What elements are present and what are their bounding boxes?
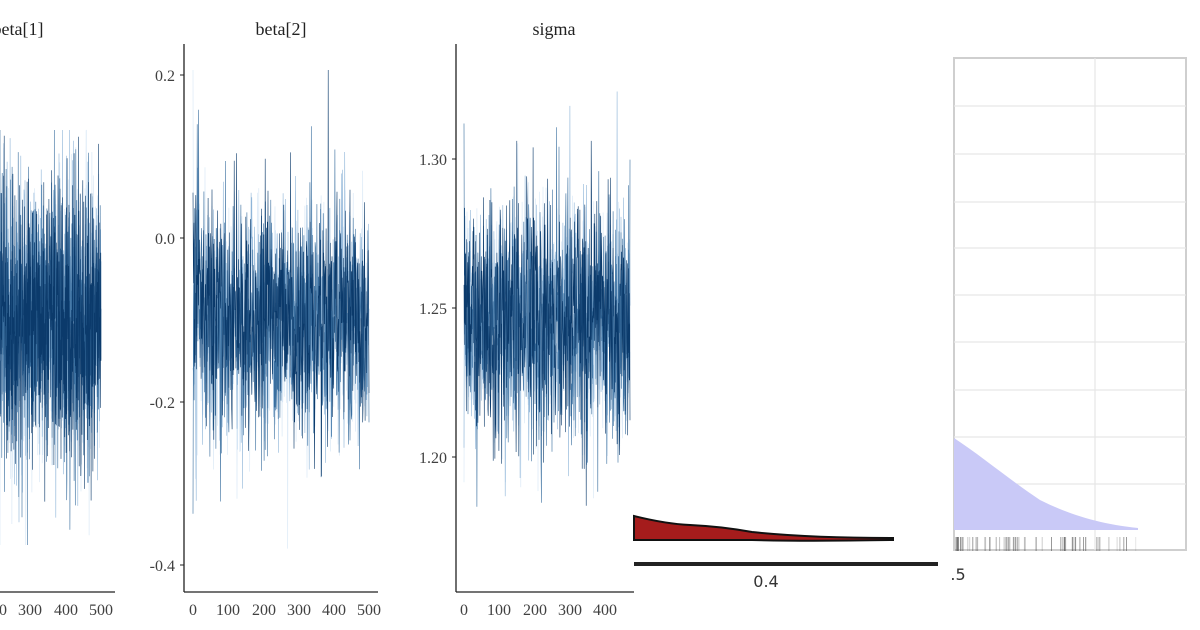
x-tick-label: 400 bbox=[54, 602, 78, 619]
x-tick-label: 300 bbox=[287, 602, 311, 619]
x-tick-label: 0 bbox=[189, 602, 197, 619]
y-tick-label: 1.20 bbox=[419, 450, 447, 467]
y-tick-label: -0.2 bbox=[150, 395, 175, 412]
rug-marks-blue bbox=[955, 537, 1137, 551]
x-tick-label: 200 bbox=[252, 602, 276, 619]
density-area-red bbox=[633, 514, 894, 542]
y-ticks-beta2: 0.2 0.0 -0.2 -0.4 bbox=[150, 68, 184, 575]
trace-lines-beta2 bbox=[192, 69, 370, 549]
x-tick-label: 400 bbox=[322, 602, 346, 619]
y-tick-label: 0.0 bbox=[155, 231, 175, 248]
panel-title-sigma: sigma bbox=[533, 19, 576, 39]
y-tick-label: 1.30 bbox=[419, 152, 447, 169]
trace-chain-line bbox=[192, 109, 370, 514]
x-tick-label: 100 bbox=[216, 602, 240, 619]
x-ticks-beta1: 0 300 400 500 bbox=[0, 602, 113, 619]
x-tick-label: 500 bbox=[357, 602, 381, 619]
density-panel-blue: .5 bbox=[950, 0, 1200, 630]
x-tick-label: 300 bbox=[18, 602, 42, 619]
y-tick-label: -0.4 bbox=[150, 558, 175, 575]
density-panel-red: 0.4 bbox=[633, 440, 952, 630]
panel-title-beta2: beta[2] bbox=[256, 19, 307, 39]
x-tick-label: 0 bbox=[0, 602, 7, 619]
trace-chain-line bbox=[0, 135, 102, 502]
x-ticks-beta2: 0 100 200 300 400 500 bbox=[189, 602, 381, 619]
trace-panel-beta2: beta[2] 0.2 0.0 -0.2 -0.4 0 100 200 300 … bbox=[150, 19, 381, 619]
trace-panel-sigma: sigma 1.30 1.25 1.20 0 100 200 300 400 bbox=[419, 19, 634, 619]
x-tick-label: 500 bbox=[89, 602, 113, 619]
x-tick-label: 300 bbox=[558, 602, 582, 619]
trace-lines-beta1 bbox=[0, 129, 102, 546]
trace-chain-line bbox=[192, 69, 370, 477]
trace-chain-line bbox=[463, 140, 631, 506]
trace-lines-sigma bbox=[463, 91, 631, 507]
x-tick-label: .5 bbox=[950, 565, 965, 584]
x-tick-label: 200 bbox=[523, 602, 547, 619]
density-area-blue bbox=[954, 438, 1138, 530]
x-tick-label: 0 bbox=[460, 602, 468, 619]
x-tick-label: 400 bbox=[593, 602, 617, 619]
x-tick-label: 0.4 bbox=[753, 572, 778, 591]
y-tick-label: 0.2 bbox=[155, 68, 175, 85]
x-tick-label: 100 bbox=[487, 602, 511, 619]
trace-panel-beta1: beta[1] 0 300 400 500 bbox=[0, 19, 115, 619]
y-ticks-sigma: 1.30 1.25 1.20 bbox=[419, 152, 456, 467]
panel-title-beta1: beta[1] bbox=[0, 19, 43, 39]
x-ticks-sigma: 0 100 200 300 400 bbox=[460, 602, 617, 619]
y-tick-label: 1.25 bbox=[419, 301, 447, 318]
